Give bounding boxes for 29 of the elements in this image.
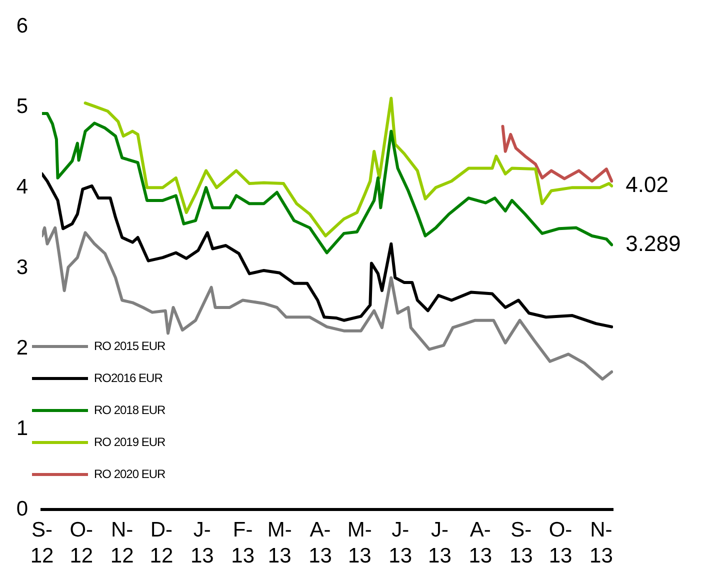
y-tick-label: 2 (16, 336, 28, 360)
legend-label: RO2016 EUR (94, 371, 162, 385)
x-tick-label: N- 12 (110, 518, 134, 568)
x-tick-label: N- 13 (590, 518, 613, 568)
x-tick-label: S- 13 (509, 518, 533, 568)
x-tick-label: A- 13 (308, 518, 332, 568)
annotation: 4.02 (626, 172, 669, 198)
x-tick-label: A- 13 (468, 518, 492, 568)
y-tick-label: 5 (16, 94, 28, 118)
x-tick-label: D- 12 (150, 518, 174, 568)
x-tick-label: F- 13 (231, 518, 255, 568)
x-tick-label: J- 13 (428, 518, 452, 568)
x-tick-label: S- 12 (30, 518, 54, 568)
x-tick-label: M- 13 (267, 518, 292, 568)
annotation: 3.289 (626, 230, 681, 256)
y-tick-label: 6 (16, 14, 28, 38)
legend-label: RO 2020 EUR (94, 467, 166, 481)
legend-label: RO 2019 EUR (94, 435, 166, 449)
x-tick-label: O- 13 (548, 518, 572, 568)
y-tick-label: 1 (16, 416, 28, 440)
legend-label: RO 2015 EUR (94, 339, 166, 353)
x-tick-label: J- 13 (190, 518, 214, 568)
legend-label: RO 2018 EUR (94, 403, 166, 417)
y-tick-label: 0 (16, 497, 28, 520)
y-tick-label: 4 (16, 175, 28, 198)
y-tick-label: 3 (16, 256, 28, 279)
x-tick-label: J- 13 (388, 518, 412, 568)
x-tick-label: M- 13 (347, 518, 372, 568)
x-tick-label: O- 12 (70, 518, 94, 568)
